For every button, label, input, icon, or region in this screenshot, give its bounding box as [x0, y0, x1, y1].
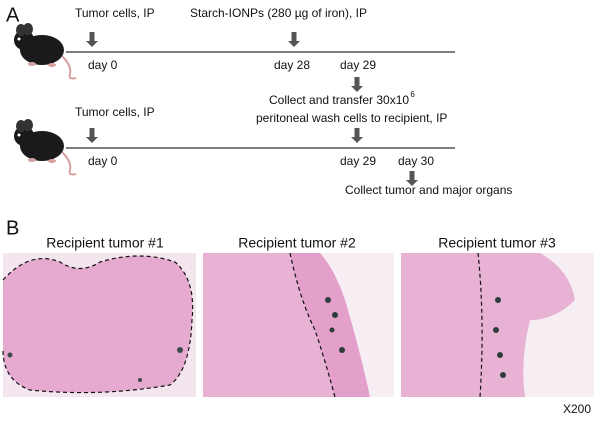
- day-label: day 0: [88, 154, 118, 168]
- timeline-1: Tumor cells, IP Starch-IONPs (280 µg of …: [13, 6, 455, 125]
- day-label: day 29: [340, 154, 376, 168]
- panel-label: B: [6, 217, 19, 239]
- event-label: Starch-IONPs (280 µg of iron), IP: [190, 6, 367, 20]
- histology-image: [401, 252, 594, 398]
- panel-b: B Recipient tumor #1 Recipient tumor #2 …: [2, 217, 594, 416]
- event-label: Tumor cells, IP: [75, 6, 155, 20]
- mouse-icon: [13, 118, 77, 176]
- magnification-label: X200: [563, 402, 591, 416]
- arrow: [351, 128, 363, 143]
- arrow: [288, 32, 300, 47]
- note-line: peritoneal wash cells to recipient, IP: [256, 111, 447, 125]
- image-title: Recipient tumor #2: [238, 235, 356, 251]
- day-label: day 30: [398, 154, 434, 168]
- superscript: 6: [410, 90, 415, 99]
- day-label: day 28: [274, 58, 310, 72]
- mouse-icon: [13, 22, 77, 80]
- note-line: Collect tumor and major organs: [345, 183, 512, 197]
- event-label: Tumor cells, IP: [75, 105, 155, 119]
- histology-image: [203, 252, 394, 398]
- arrow: [351, 77, 363, 92]
- image-title: Recipient tumor #1: [46, 235, 164, 251]
- day-label: day 0: [88, 58, 118, 72]
- note-line: Collect and transfer 30x10: [269, 93, 409, 107]
- day-label: day 29: [340, 58, 376, 72]
- histology-image: [2, 253, 196, 397]
- panel-label: A: [6, 4, 20, 26]
- timeline-2: Tumor cells, IP day 0 day 29 day 30 Coll…: [13, 105, 512, 197]
- arrow: [86, 32, 98, 47]
- arrow: [86, 128, 98, 143]
- image-title: Recipient tumor #3: [438, 235, 556, 251]
- panel-a: A Tumor cells, IP Starch-IONPs (280 µg o…: [6, 4, 512, 197]
